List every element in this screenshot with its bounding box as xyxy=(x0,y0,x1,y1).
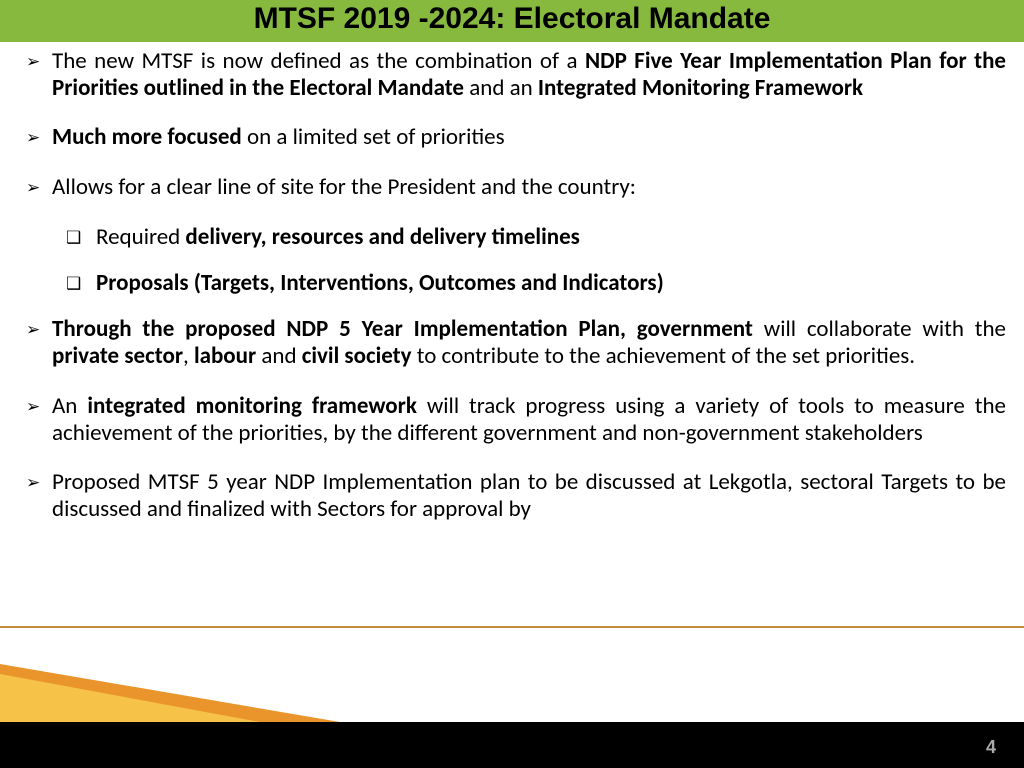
sub-list: ❑Required delivery, resources and delive… xyxy=(66,224,1006,298)
bullet-item: ➢Through the proposed NDP 5 Year Impleme… xyxy=(26,316,1006,370)
bullet-item: ➢An integrated monitoring framework will… xyxy=(26,393,1006,447)
bullet-item: ➢Proposed MTSF 5 year NDP Implementation… xyxy=(26,469,1006,523)
arrow-bullet-icon: ➢ xyxy=(26,469,52,497)
arrow-bullet-icon: ➢ xyxy=(26,124,52,152)
slide: MTSF 2019 -2024: Electoral Mandate ➢The … xyxy=(0,0,1024,768)
slide-title: MTSF 2019 -2024: Electoral Mandate xyxy=(0,0,1024,38)
bullet-text: An integrated monitoring framework will … xyxy=(52,393,1006,447)
arrow-bullet-icon: ➢ xyxy=(26,48,52,76)
arrow-bullet-icon: ➢ xyxy=(26,174,52,202)
bullet-text: Proposed MTSF 5 year NDP Implementation … xyxy=(52,469,1006,523)
bullet-item: ➢Allows for a clear line of site for the… xyxy=(26,174,1006,202)
page-number: 4 xyxy=(986,737,996,758)
square-bullet-icon: ❑ xyxy=(66,224,96,252)
bullet-text: Much more focused on a limited set of pr… xyxy=(52,124,1006,151)
bullet-item: ➢The new MTSF is now defined as the comb… xyxy=(26,48,1006,102)
decor-triangle-yellow xyxy=(0,674,260,722)
bullet-text: The new MTSF is now defined as the combi… xyxy=(52,48,1006,102)
sub-bullet-text: Required delivery, resources and deliver… xyxy=(96,224,1006,251)
bullet-item: ➢Much more focused on a limited set of p… xyxy=(26,124,1006,152)
divider-rule xyxy=(0,626,1024,628)
sub-bullet-item: ❑Required delivery, resources and delive… xyxy=(66,224,1006,252)
sub-bullet-text: Proposals (Targets, Interventions, Outco… xyxy=(96,270,1006,297)
content-area: ➢The new MTSF is now defined as the comb… xyxy=(26,48,1006,545)
square-bullet-icon: ❑ xyxy=(66,270,96,298)
bullet-text: Allows for a clear line of site for the … xyxy=(52,174,1006,201)
arrow-bullet-icon: ➢ xyxy=(26,393,52,421)
bullet-text: Through the proposed NDP 5 Year Implemen… xyxy=(52,316,1006,370)
sub-bullet-item: ❑ Proposals (Targets, Interventions, Out… xyxy=(66,270,1006,298)
footer-bar: 4 xyxy=(0,722,1024,768)
arrow-bullet-icon: ➢ xyxy=(26,316,52,344)
